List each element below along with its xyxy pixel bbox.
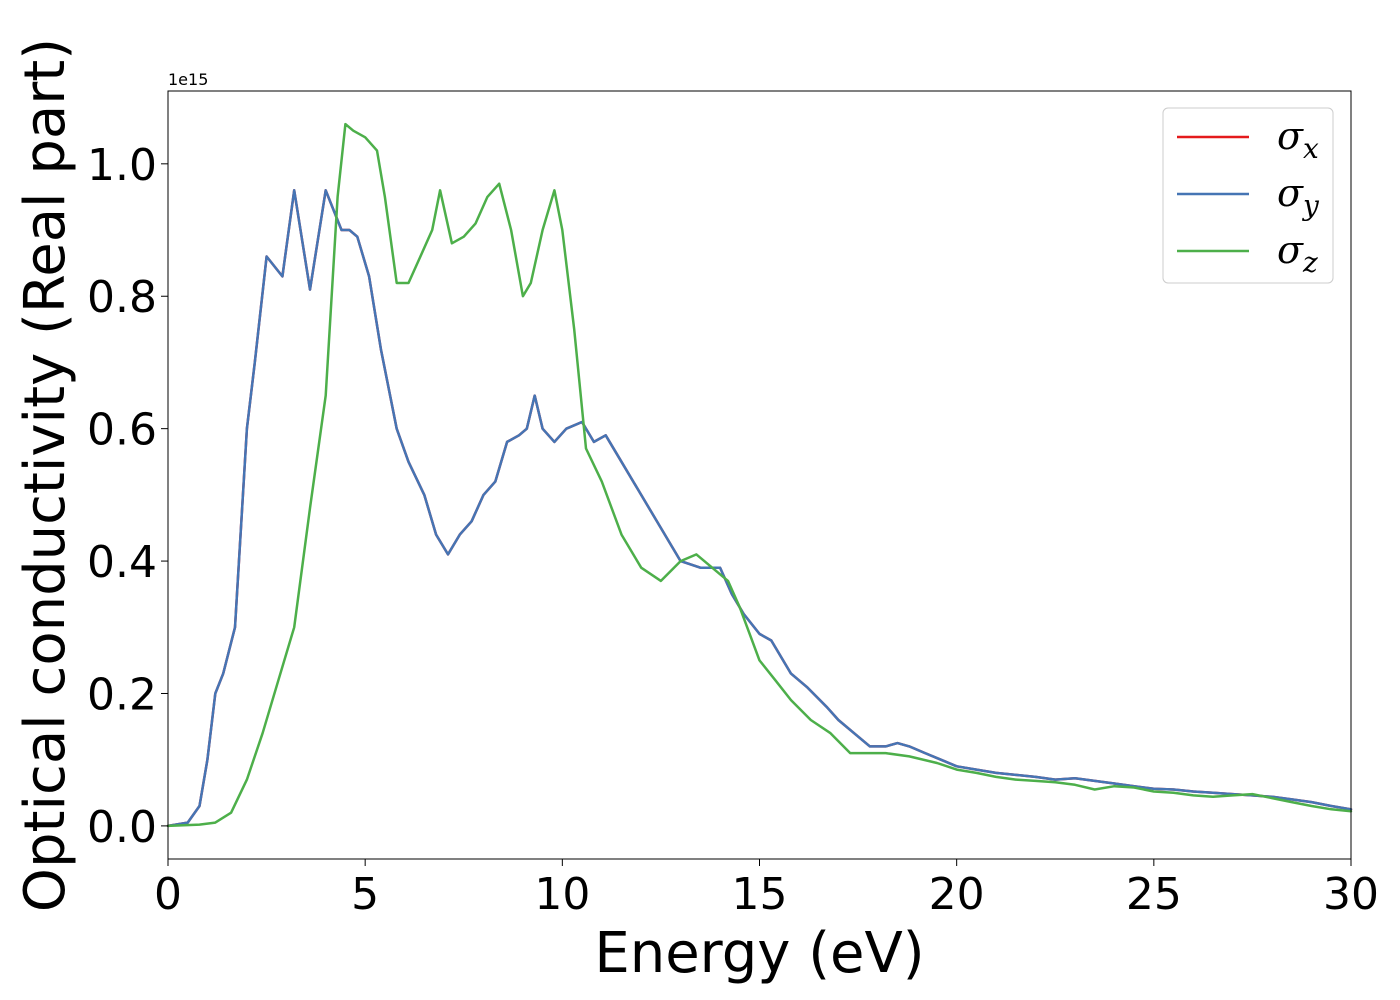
y-offset-text: 1e15 (168, 70, 208, 89)
series-layer (166, 122, 1353, 828)
series-line-y (166, 189, 1353, 828)
legend-label-x: σx (1277, 114, 1319, 165)
series-line-x (166, 189, 1353, 828)
legend-box (1162, 107, 1334, 284)
x-tick-label: 5 (351, 869, 379, 920)
x-tick-label: 0 (154, 869, 182, 920)
y-tick-label: 0.6 (87, 405, 157, 456)
y-tick-label: 0.4 (87, 537, 157, 588)
y-axis: 0.0 0.2 0.4 0.6 0.8 1.0 (87, 140, 168, 853)
x-tick-label: 10 (534, 869, 590, 920)
x-tick-label: 15 (732, 869, 788, 920)
x-tick-label: 25 (1126, 869, 1182, 920)
x-tick-label: 30 (1323, 869, 1379, 920)
x-axis: 0 5 10 15 20 25 30 (154, 859, 1379, 920)
y-tick-label: 0.0 (87, 802, 157, 853)
y-tick-label: 0.2 (87, 669, 157, 720)
series-line-z (166, 122, 1353, 828)
y-tick-label: 0.8 (87, 272, 157, 323)
legend-label-z: σz (1277, 228, 1318, 279)
legend: σx σy σz (1162, 107, 1334, 284)
y-axis-label: Optical conductivity (Real part) (13, 38, 78, 912)
y-tick-label: 1.0 (87, 140, 157, 191)
x-axis-label: Energy (eV) (594, 921, 924, 986)
legend-label-y: σy (1277, 171, 1320, 222)
x-tick-label: 20 (929, 869, 985, 920)
